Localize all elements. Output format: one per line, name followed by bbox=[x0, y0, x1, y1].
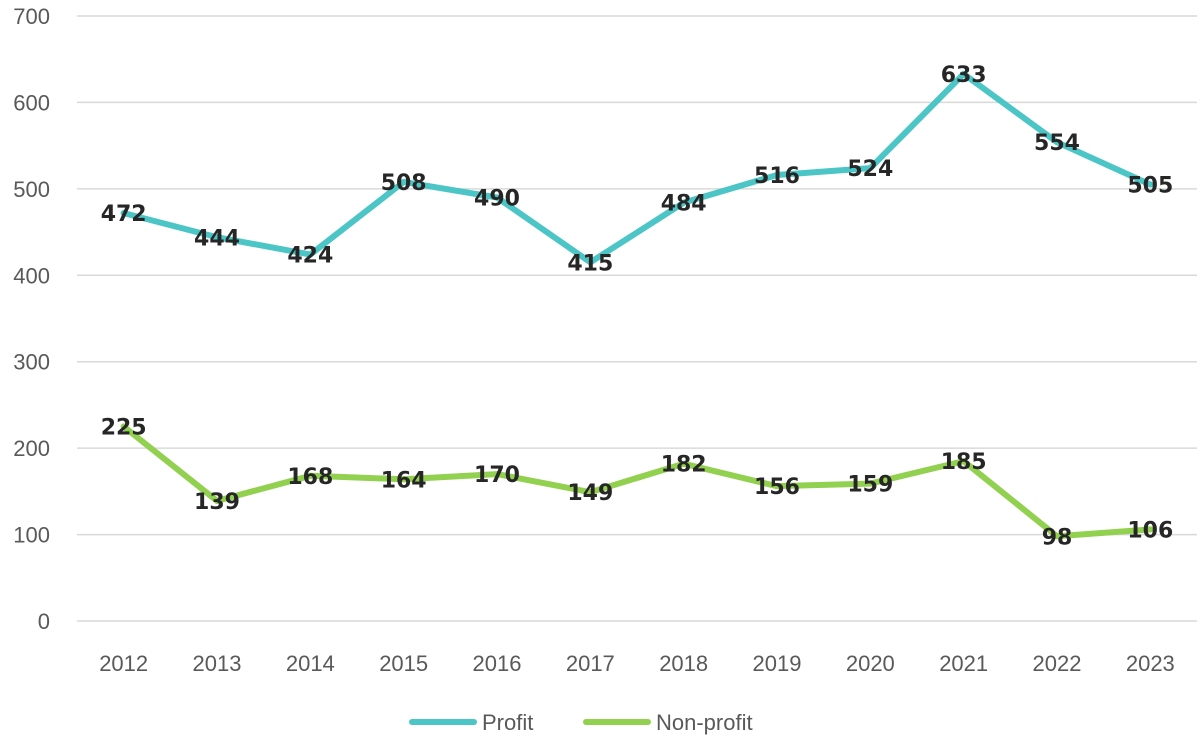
data-label-non-profit: 164 bbox=[381, 468, 427, 493]
data-label-non-profit: 170 bbox=[474, 463, 520, 488]
data-label-non-profit: 159 bbox=[847, 473, 893, 498]
data-point-non-profit bbox=[774, 483, 780, 490]
y-tick-label: 400 bbox=[13, 263, 50, 288]
data-label-profit: 415 bbox=[567, 251, 613, 276]
series-line-non-profit bbox=[120, 423, 1154, 540]
data-point-non-profit bbox=[400, 476, 407, 483]
data-label-profit: 444 bbox=[194, 226, 240, 251]
series-line-profit bbox=[120, 70, 1154, 266]
data-label-non-profit: 225 bbox=[101, 416, 147, 441]
data-label-profit: 484 bbox=[661, 192, 707, 217]
y-tick-label: 0 bbox=[38, 609, 50, 634]
y-tick-label: 200 bbox=[13, 436, 50, 461]
data-label-non-profit: 182 bbox=[661, 453, 707, 478]
data-label-profit: 505 bbox=[1127, 174, 1173, 199]
data-label-non-profit: 98 bbox=[1042, 525, 1073, 550]
data-label-profit: 424 bbox=[287, 244, 333, 269]
x-tick-label: 2019 bbox=[753, 651, 802, 676]
legend-label-profit: Profit bbox=[482, 710, 533, 735]
x-tick-label: 2022 bbox=[1033, 651, 1082, 676]
data-label-non-profit: 185 bbox=[941, 450, 987, 475]
data-point-profit bbox=[960, 70, 967, 77]
data-point-non-profit bbox=[680, 460, 687, 467]
data-point-non-profit bbox=[960, 458, 967, 465]
legend-label-non-profit: Non-profit bbox=[656, 710, 753, 735]
data-point-profit bbox=[120, 210, 127, 217]
y-tick-label: 600 bbox=[13, 90, 50, 115]
y-tick-label: 300 bbox=[13, 350, 50, 375]
data-point-non-profit bbox=[494, 471, 500, 478]
data-point-profit bbox=[680, 199, 687, 206]
x-tick-label: 2016 bbox=[473, 651, 522, 676]
y-axis-ticks: 0 100 200 300 400 500 600 700 bbox=[13, 4, 50, 634]
data-label-non-profit: 106 bbox=[1127, 518, 1173, 543]
legend: Profit Non-profit bbox=[409, 710, 753, 735]
data-point-non-profit bbox=[867, 480, 874, 487]
data-point-profit bbox=[307, 251, 314, 258]
x-tick-label: 2021 bbox=[939, 651, 988, 676]
data-label-non-profit: 168 bbox=[287, 465, 333, 490]
data-label-non-profit: 139 bbox=[194, 490, 240, 515]
data-label-profit: 490 bbox=[474, 187, 520, 212]
y-tick-label: 100 bbox=[13, 523, 50, 548]
data-point-profit bbox=[1054, 139, 1060, 146]
data-point-non-profit bbox=[1054, 533, 1060, 540]
data-point-profit bbox=[774, 172, 780, 179]
series-lines bbox=[120, 70, 1154, 540]
data-label-non-profit: 149 bbox=[567, 481, 613, 506]
data-point-non-profit bbox=[120, 423, 127, 430]
x-tick-label: 2023 bbox=[1126, 651, 1175, 676]
data-label-profit: 472 bbox=[101, 202, 147, 227]
x-tick-label: 2015 bbox=[379, 651, 428, 676]
data-point-profit bbox=[400, 178, 407, 185]
data-label-profit: 508 bbox=[381, 171, 427, 196]
x-tick-label: 2020 bbox=[846, 651, 895, 676]
y-tick-label: 700 bbox=[13, 4, 50, 29]
data-label-profit: 633 bbox=[941, 63, 987, 88]
x-tick-label: 2017 bbox=[566, 651, 615, 676]
data-point-non-profit bbox=[587, 489, 594, 496]
data-point-profit bbox=[494, 194, 500, 201]
data-label-profit: 516 bbox=[754, 164, 800, 189]
data-point-profit bbox=[867, 165, 874, 172]
data-label-non-profit: 156 bbox=[754, 475, 800, 500]
data-point-profit bbox=[214, 234, 220, 241]
x-tick-label: 2014 bbox=[286, 651, 335, 676]
data-label-profit: 524 bbox=[847, 157, 893, 182]
data-point-profit bbox=[1147, 181, 1154, 188]
x-tick-label: 2013 bbox=[193, 651, 242, 676]
data-point-non-profit bbox=[307, 472, 314, 479]
data-point-non-profit bbox=[1147, 526, 1154, 533]
x-tick-label: 2018 bbox=[659, 651, 708, 676]
y-tick-label: 500 bbox=[13, 177, 50, 202]
data-labels: 472 444 424 508 490 415 484 516 524 633 554 505 225 1… bbox=[101, 63, 1174, 550]
x-axis-ticks: 2012 2013 2014 2015 2016 2017 2018 2019 2020 2021… bbox=[99, 651, 1175, 676]
data-label-profit: 554 bbox=[1034, 131, 1080, 156]
gridlines bbox=[77, 15, 1197, 622]
x-tick-label: 2012 bbox=[99, 651, 148, 676]
data-point-non-profit bbox=[214, 497, 220, 504]
data-point-profit bbox=[587, 259, 594, 266]
